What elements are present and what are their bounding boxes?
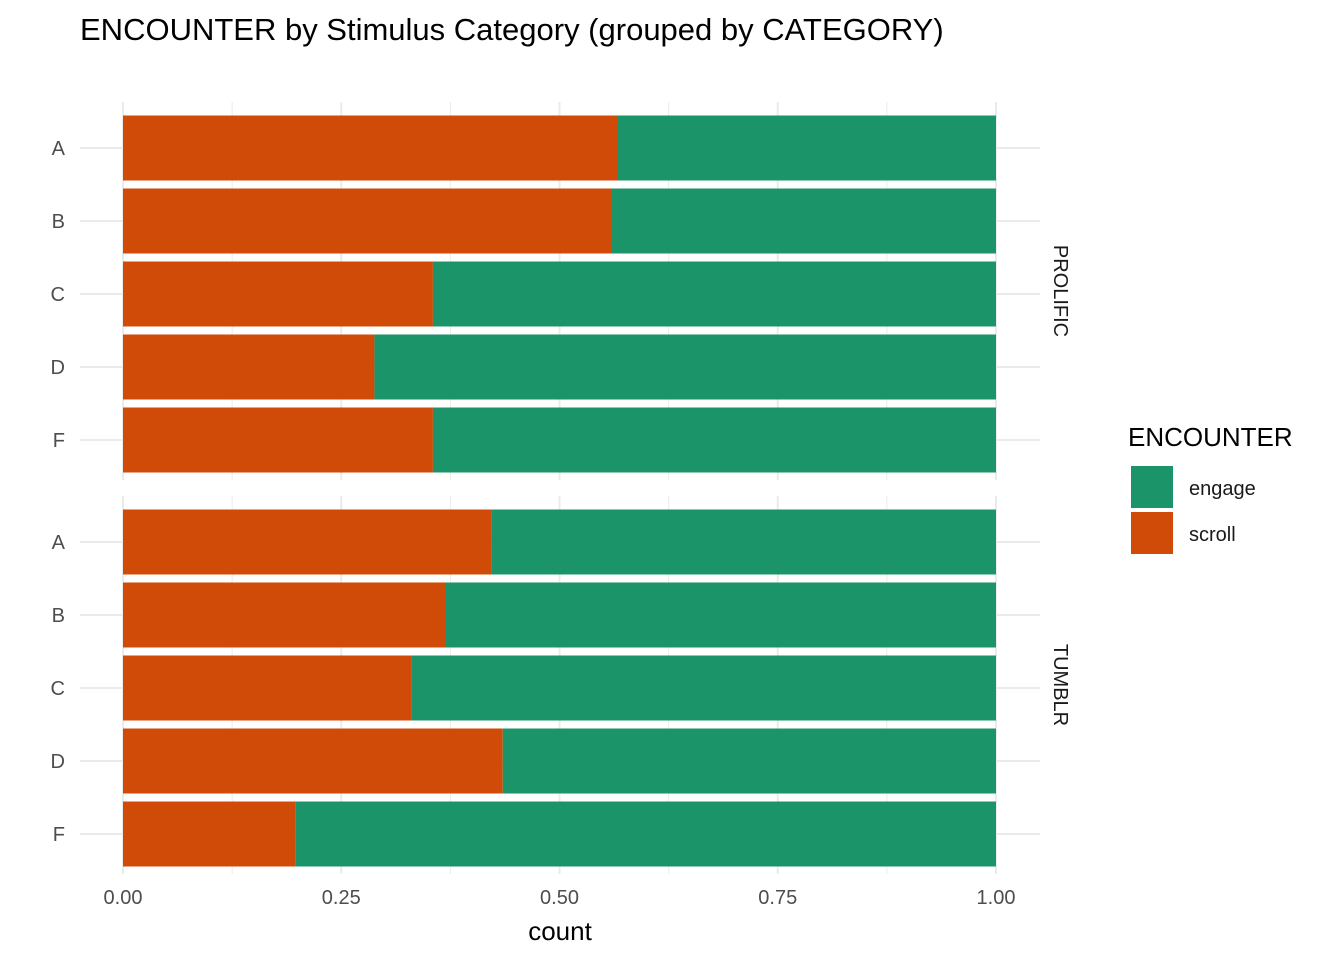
- legend-key-engage: [1131, 466, 1173, 508]
- facet-strip-label: PROLIFIC: [1049, 245, 1071, 337]
- x-axis: 0.00 0.25 0.50 0.75 1.00: [104, 887, 1016, 909]
- bar-engage-prolific-a: [617, 115, 996, 181]
- y-tick-label: D: [51, 751, 65, 773]
- y-tick-label: D: [51, 357, 65, 379]
- bar-engage-tumblr-d: [502, 728, 996, 794]
- bar-scroll-tumblr-a: [123, 509, 492, 575]
- x-tick-label: 1.00: [977, 887, 1016, 909]
- bar-engage-tumblr-c: [411, 655, 997, 721]
- bar-scroll-tumblr-f: [123, 801, 296, 867]
- x-tick-label: 0.75: [758, 887, 797, 909]
- bar-engage-tumblr-f: [295, 801, 996, 867]
- x-tick-label: 0.00: [104, 887, 143, 909]
- y-tick-label: B: [52, 605, 65, 627]
- facet-strip-label: TUMBLR: [1049, 644, 1071, 726]
- bar-scroll-prolific-f: [123, 407, 433, 473]
- bar-engage-tumblr-a: [491, 509, 996, 575]
- x-tick-label: 0.25: [322, 887, 361, 909]
- legend: ENCOUNTER engage scroll: [1128, 422, 1293, 554]
- y-tick-label: C: [51, 678, 65, 700]
- facet-panels: A B C D F PROLIFIC A B C D F TUMBLR: [51, 102, 1071, 874]
- facet-panel-prolific: A B C D F PROLIFIC: [51, 102, 1071, 480]
- y-tick-label: F: [53, 430, 65, 452]
- chart-title: ENCOUNTER by Stimulus Category (grouped …: [80, 12, 944, 47]
- bar-engage-prolific-b: [611, 188, 996, 254]
- y-tick-label: B: [52, 211, 65, 233]
- x-tick-label: 0.50: [540, 887, 579, 909]
- y-tick-label: C: [51, 284, 65, 306]
- bar-engage-tumblr-b: [446, 582, 996, 648]
- legend-label-scroll: scroll: [1189, 524, 1236, 546]
- y-tick-label: A: [52, 138, 66, 160]
- bar-scroll-tumblr-b: [123, 582, 447, 648]
- bar-scroll-prolific-b: [123, 188, 612, 254]
- facet-panel-tumblr: A B C D F TUMBLR: [51, 496, 1071, 874]
- bar-scroll-prolific-c: [123, 261, 433, 327]
- legend-key-scroll: [1131, 512, 1173, 554]
- bar-scroll-prolific-d: [123, 334, 375, 400]
- x-axis-title: count: [528, 916, 592, 946]
- bar-scroll-prolific-a: [123, 115, 618, 181]
- bar-engage-prolific-c: [432, 261, 996, 327]
- bar-scroll-tumblr-d: [123, 728, 503, 794]
- y-tick-label: F: [53, 824, 65, 846]
- legend-label-engage: engage: [1189, 478, 1256, 500]
- bar-engage-prolific-f: [432, 407, 996, 473]
- bar-engage-prolific-d: [374, 334, 996, 400]
- y-tick-label: A: [52, 532, 66, 554]
- legend-title: ENCOUNTER: [1128, 422, 1293, 452]
- bar-scroll-tumblr-c: [123, 655, 412, 721]
